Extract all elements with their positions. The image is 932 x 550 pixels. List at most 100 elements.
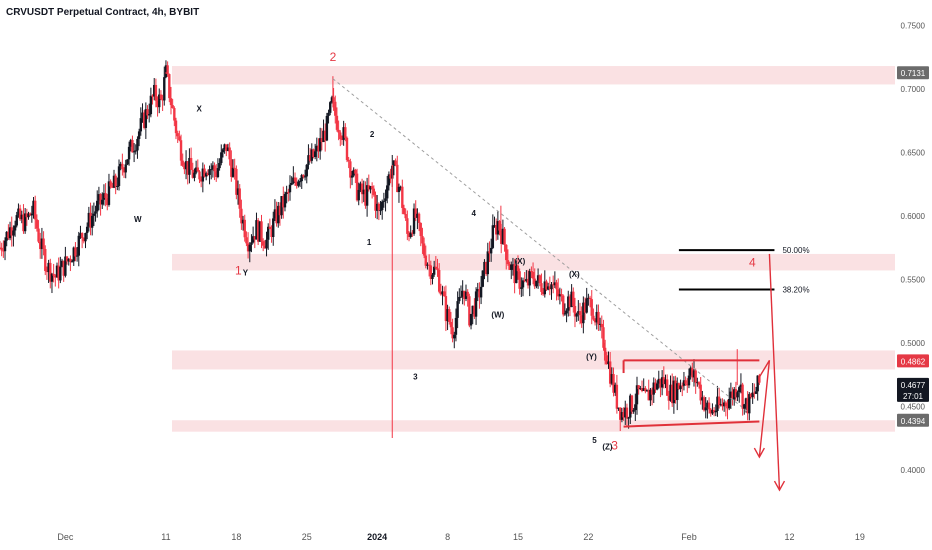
candle-body <box>117 166 121 186</box>
candle-body <box>595 311 598 323</box>
candle-body <box>546 286 550 290</box>
candle-body <box>634 404 637 411</box>
candle-body <box>664 379 667 385</box>
candle-body <box>94 211 97 214</box>
candle-body <box>280 196 283 216</box>
candle-body <box>510 264 513 270</box>
candle-body <box>617 407 620 409</box>
candle-body <box>240 208 243 224</box>
candle-body <box>92 213 96 216</box>
candle-body <box>235 168 238 195</box>
candle-body <box>739 384 743 388</box>
candle-body <box>288 184 292 193</box>
candle-body <box>20 214 23 220</box>
candle-body <box>60 260 64 267</box>
candle-body <box>330 97 334 103</box>
candle-body <box>419 222 422 237</box>
candle-body <box>164 65 168 78</box>
candle-body <box>409 232 412 237</box>
candle-body <box>593 319 597 323</box>
candle-body <box>432 266 436 275</box>
candle-body <box>107 181 111 205</box>
candle-body <box>521 280 525 288</box>
candle-body <box>744 398 748 405</box>
candle-body <box>694 370 697 383</box>
candle-body <box>562 295 565 315</box>
projection-arrow <box>758 359 771 458</box>
candle-body <box>327 112 330 116</box>
candle-body <box>426 264 429 266</box>
candle-body <box>756 375 759 392</box>
candle-body <box>302 175 305 177</box>
candle-body <box>444 296 448 322</box>
candle-body <box>313 151 317 157</box>
candle-body <box>67 258 70 262</box>
candle-body <box>697 382 701 385</box>
candle-body <box>79 233 82 236</box>
candle-body <box>285 192 288 195</box>
price-badge-label: 0.7131 <box>901 69 926 78</box>
candle-body <box>364 189 367 206</box>
candle-body <box>265 239 268 249</box>
candle-body <box>203 168 206 177</box>
candle-body <box>75 255 79 257</box>
candle-body <box>80 233 84 239</box>
candle-body <box>458 297 461 302</box>
candle-body <box>597 311 600 325</box>
candle-body <box>90 215 94 228</box>
candle-body <box>672 380 676 404</box>
candle-body <box>354 169 357 174</box>
candle-body <box>119 163 122 167</box>
candle-body <box>122 169 126 173</box>
candle-body <box>277 205 280 224</box>
candle-body <box>630 395 634 412</box>
candle-body <box>340 139 344 141</box>
candle-body <box>516 265 520 272</box>
candle-body <box>179 140 183 161</box>
candle-body <box>324 130 327 141</box>
candle-body <box>399 186 402 188</box>
candle-body <box>181 160 184 166</box>
candle-body <box>474 291 478 317</box>
candle-body <box>173 108 176 121</box>
candle-body <box>317 145 320 152</box>
candle-body <box>493 225 496 227</box>
candle-body <box>39 241 42 250</box>
candle-body <box>541 291 545 295</box>
candle-body <box>174 120 178 134</box>
candle-body <box>528 271 531 286</box>
candle-body <box>13 225 17 231</box>
candle-body <box>446 309 449 322</box>
candle-body <box>158 94 161 108</box>
price-badge <box>897 413 929 427</box>
candle-body <box>97 194 101 201</box>
candle-body <box>392 160 396 166</box>
candle-body <box>605 355 609 365</box>
candle-body <box>374 194 377 211</box>
candle-body <box>500 230 503 244</box>
candle-body <box>260 221 263 242</box>
candle-body <box>183 165 186 170</box>
candle-body <box>645 390 649 392</box>
candle-body <box>267 226 270 240</box>
candle-body <box>441 291 444 295</box>
candle-body <box>513 264 516 284</box>
candle-body <box>223 144 226 150</box>
arrow-head <box>773 480 786 492</box>
candle-body <box>18 208 22 220</box>
candle-body <box>684 380 687 384</box>
candle-body <box>691 367 694 378</box>
candle-body <box>746 398 749 414</box>
candle-body <box>429 265 433 279</box>
candle-body <box>654 382 657 390</box>
candle-body <box>45 270 49 273</box>
candle-body <box>139 118 143 132</box>
candle-body <box>719 404 723 406</box>
candle-body <box>758 375 761 383</box>
candle-body <box>401 186 404 208</box>
candle-body <box>573 305 577 317</box>
candle-body <box>555 282 558 290</box>
candle-body <box>221 149 225 153</box>
candle-body <box>59 266 62 281</box>
